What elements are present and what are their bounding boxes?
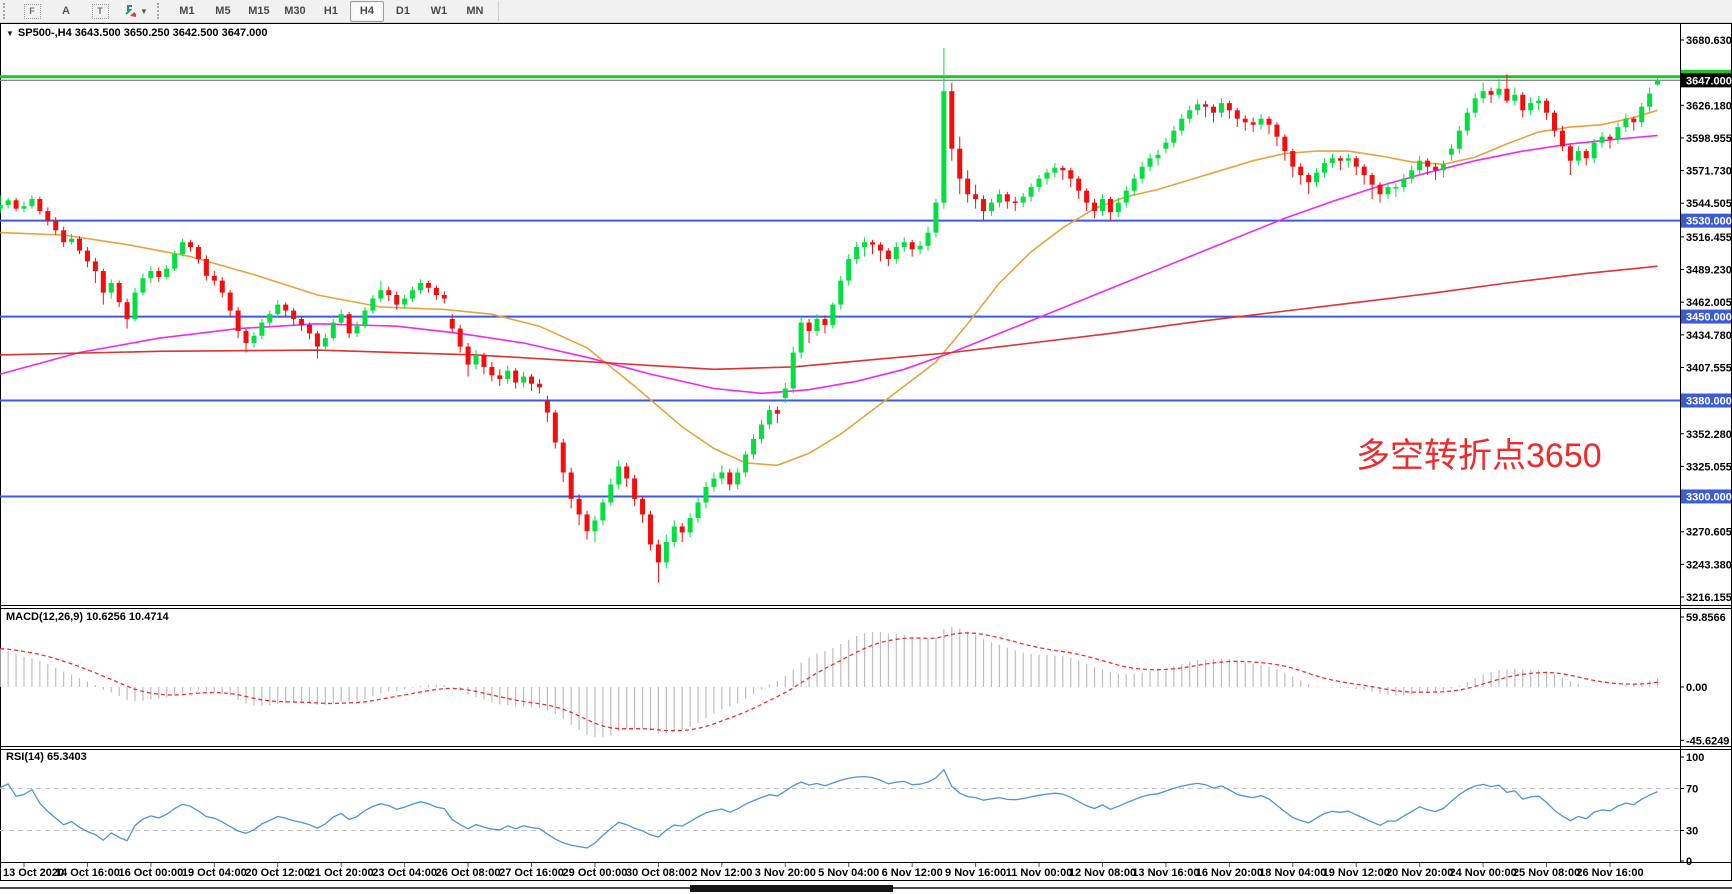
svg-text:9 Nov 16:00: 9 Nov 16:00	[945, 867, 1006, 879]
svg-text:21 Oct 20:00: 21 Oct 20:00	[309, 867, 374, 879]
macd-name: MACD(12,26,9)	[6, 611, 84, 623]
grid-f-icon[interactable]: F	[16, 1, 48, 22]
svg-text:3647.000: 3647.000	[1686, 75, 1732, 87]
svg-text:6 Nov 12:00: 6 Nov 12:00	[882, 867, 943, 879]
svg-text:3243.380: 3243.380	[1686, 559, 1732, 571]
toolbar-grip[interactable]	[3, 3, 11, 19]
tf-button-m15[interactable]: M15	[248, 5, 270, 17]
toolbar-separator	[497, 1, 499, 21]
svg-text:20 Oct 12:00: 20 Oct 12:00	[245, 867, 310, 879]
tf-button-m30[interactable]: M30	[284, 5, 306, 17]
svg-text:19 Nov 12:00: 19 Nov 12:00	[1323, 867, 1390, 879]
svg-text:3571.730: 3571.730	[1686, 166, 1732, 178]
svg-text:3598.955: 3598.955	[1686, 133, 1732, 145]
svg-text:19 Oct 04:00: 19 Oct 04:00	[182, 867, 247, 879]
svg-text:3216.155: 3216.155	[1686, 592, 1732, 604]
svg-text:23 Oct 04:00: 23 Oct 04:00	[372, 867, 437, 879]
svg-text:29 Oct 00:00: 29 Oct 00:00	[563, 867, 628, 879]
tf-button-mn[interactable]: MN	[466, 5, 484, 17]
timeframe-button-group: M1 M5 M15 M30 H1 H4 D1 W1 MN	[169, 0, 493, 22]
chart-title: ▼ SP500-,H4 3643.500 3650.250 3642.500 36…	[6, 27, 268, 39]
svg-text:3352.280: 3352.280	[1686, 429, 1732, 441]
bottom-scrollbar	[0, 881, 1732, 894]
tf-button-m1[interactable]: M1	[179, 5, 195, 17]
svg-text:3407.555: 3407.555	[1686, 362, 1732, 374]
svg-text:3489.230: 3489.230	[1686, 265, 1732, 277]
text-tool-glyph: T	[91, 3, 109, 19]
svg-text:14 Oct 16:00: 14 Oct 16:00	[55, 867, 120, 879]
svg-text:16 Oct 00:00: 16 Oct 00:00	[118, 867, 183, 879]
svg-text:13 Nov 16:00: 13 Nov 16:00	[1132, 867, 1199, 879]
svg-text:70: 70	[1686, 784, 1698, 796]
svg-text:3680.630: 3680.630	[1686, 35, 1732, 47]
svg-text:12 Nov 08:00: 12 Nov 08:00	[1069, 867, 1136, 879]
arrow-objects-icon[interactable]: ▼	[118, 1, 153, 22]
svg-text:20 Nov 20:00: 20 Nov 20:00	[1386, 867, 1453, 879]
svg-text:3434.780: 3434.780	[1686, 330, 1732, 342]
svg-text:0: 0	[1686, 856, 1692, 868]
tf-button-h1[interactable]: H1	[323, 5, 338, 17]
rsi-name: RSI(14)	[6, 751, 44, 763]
svg-text:18 Nov 04:00: 18 Nov 04:00	[1259, 867, 1326, 879]
toolbar: F A T ▼ M1 M5 M15 M30 H1 H4 D1 W1 MN	[0, 0, 1732, 23]
svg-text:30: 30	[1686, 826, 1698, 838]
macd-values: 10.6256 10.4714	[86, 611, 169, 623]
text-tool-icon[interactable]: T	[84, 1, 116, 22]
svg-text:3325.055: 3325.055	[1686, 461, 1732, 473]
svg-text:3516.455: 3516.455	[1686, 232, 1732, 244]
svg-text:24 Nov 00:00: 24 Nov 00:00	[1449, 867, 1516, 879]
svg-text:2 Nov 12:00: 2 Nov 12:00	[691, 867, 752, 879]
svg-text:26 Oct 08:00: 26 Oct 08:00	[436, 867, 501, 879]
macd-indicator-label: MACD(12,26,9) 10.6256 10.4714	[6, 611, 169, 623]
arrows-glyph	[125, 4, 136, 17]
svg-text:30 Oct 08:00: 30 Oct 08:00	[626, 867, 691, 879]
chart-dropdown-icon[interactable]: ▼	[6, 29, 14, 38]
chart-ohlc-values: 3643.500 3650.250 3642.500 3647.000	[74, 27, 268, 39]
svg-text:13 Oct 2020: 13 Oct 2020	[3, 867, 64, 879]
svg-text:3544.505: 3544.505	[1686, 198, 1732, 210]
toolbar-grip-2[interactable]	[156, 3, 165, 19]
svg-text:3626.180: 3626.180	[1686, 100, 1732, 112]
svg-text:26 Nov 16:00: 26 Nov 16:00	[1576, 867, 1643, 879]
svg-text:3 Nov 20:00: 3 Nov 20:00	[755, 867, 816, 879]
tf-button-m5[interactable]: M5	[215, 5, 231, 17]
tf-button-d1[interactable]: D1	[395, 5, 410, 17]
svg-text:11 Nov 00:00: 11 Nov 00:00	[1006, 867, 1073, 879]
chart-symbol-tf: SP500-,H4	[17, 27, 72, 39]
rsi-value: 65.3403	[46, 751, 87, 763]
tf-button-h4[interactable]: H4	[349, 0, 384, 22]
tf-button-w1[interactable]: W1	[430, 5, 448, 17]
svg-text:3300.000: 3300.000	[1686, 491, 1732, 503]
svg-text:-45.6249: -45.6249	[1686, 735, 1729, 747]
chart-text-annotation: 多空转折点3650	[1356, 437, 1602, 475]
svg-text:59.8566: 59.8566	[1686, 612, 1726, 624]
svg-text:5 Nov 04:00: 5 Nov 04:00	[818, 867, 879, 879]
svg-text:3530.000: 3530.000	[1686, 216, 1732, 228]
svg-text:100: 100	[1686, 752, 1704, 764]
scrollbar-thumb[interactable]	[690, 885, 893, 892]
svg-text:0.00: 0.00	[1686, 682, 1707, 694]
grid-f-glyph: F	[23, 3, 41, 19]
svg-text:3380.000: 3380.000	[1686, 396, 1732, 408]
svg-text:25 Nov 08:00: 25 Nov 08:00	[1513, 867, 1580, 879]
rsi-indicator-label: RSI(14) 65.3403	[6, 751, 87, 763]
svg-text:3270.605: 3270.605	[1686, 527, 1732, 539]
svg-text:3462.005: 3462.005	[1686, 297, 1732, 309]
letter-a-icon[interactable]: A	[62, 5, 70, 17]
dropdown-caret-icon: ▼	[140, 6, 148, 16]
svg-text:27 Oct 16:00: 27 Oct 16:00	[499, 867, 564, 879]
svg-text:3450.000: 3450.000	[1686, 312, 1732, 324]
svg-text:16 Nov 20:00: 16 Nov 20:00	[1196, 867, 1263, 879]
